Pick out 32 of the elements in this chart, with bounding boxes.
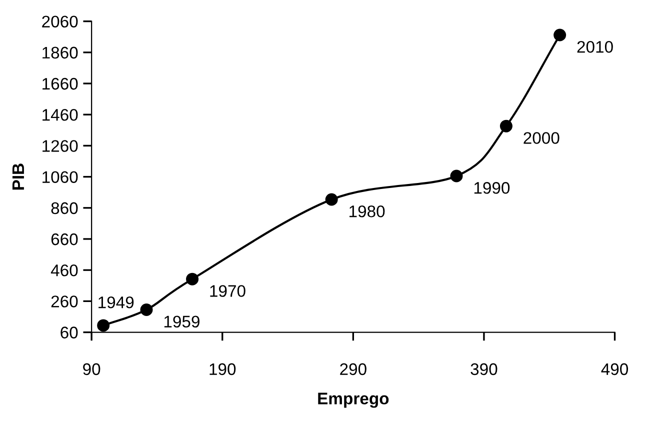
y-tick-label: 1660 xyxy=(42,78,78,90)
y-tick-label: 460 xyxy=(50,264,78,276)
annotation: 1949 xyxy=(98,296,134,308)
point xyxy=(97,319,110,332)
point xyxy=(325,193,338,206)
y-tick-label: 260 xyxy=(51,296,78,308)
annotation: 1970 xyxy=(210,285,246,297)
y-tick-label: 1460 xyxy=(42,108,78,121)
y-tick-label: 660 xyxy=(51,233,78,246)
y-tick-label: 1260 xyxy=(42,140,78,152)
point xyxy=(140,303,153,316)
x-tick-label: 290 xyxy=(340,363,366,376)
y-axis-title: PIB xyxy=(12,164,24,190)
y-tick-label: 860 xyxy=(51,202,78,214)
y-tick-label: 2060 xyxy=(42,16,78,28)
x-tick-label: 190 xyxy=(210,363,236,376)
point xyxy=(186,272,199,286)
y-tick-label: 60 xyxy=(60,326,78,338)
annotation: 1990 xyxy=(474,182,510,194)
x-axis-title: Emprego xyxy=(318,392,389,408)
annotation: 2010 xyxy=(577,40,613,53)
y-tick-label: 1060 xyxy=(42,171,78,183)
point xyxy=(500,120,512,132)
annotation: 1980 xyxy=(350,205,385,218)
x-tick-label: 90 xyxy=(83,363,100,376)
x-tick-label: 490 xyxy=(601,363,628,376)
x-tick-label: 390 xyxy=(470,363,498,376)
annotation: 1959 xyxy=(164,316,200,328)
point xyxy=(554,28,566,42)
point xyxy=(450,170,463,182)
annotation: 2000 xyxy=(524,132,560,144)
y-tick-label: 1860 xyxy=(42,46,78,59)
